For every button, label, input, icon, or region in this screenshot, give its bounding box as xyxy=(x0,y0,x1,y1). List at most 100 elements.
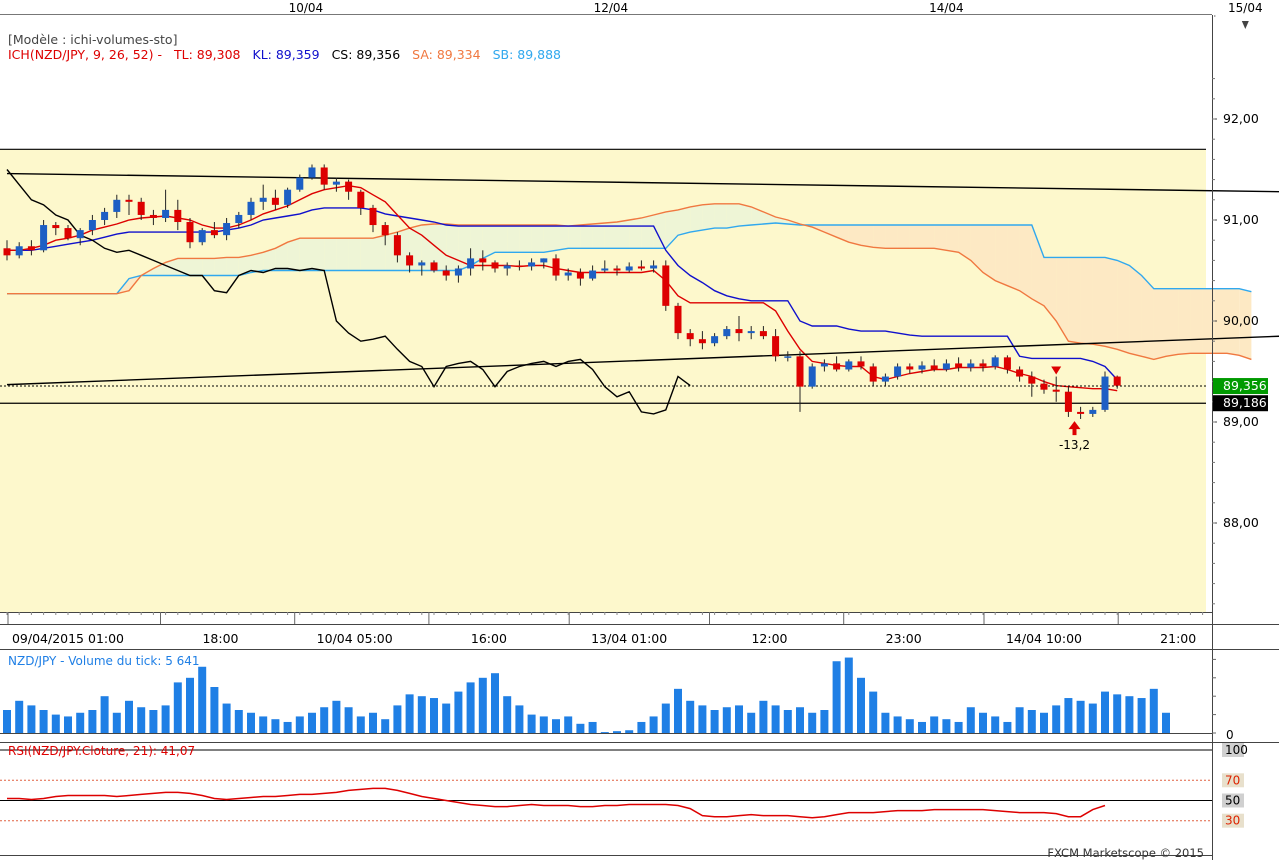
candle xyxy=(674,302,682,340)
candle xyxy=(711,333,719,347)
candle-body xyxy=(320,167,328,185)
price-tick-label: 92,00 xyxy=(1223,111,1259,126)
candle xyxy=(15,242,23,259)
cloud-segment xyxy=(1178,288,1191,355)
candle-body xyxy=(357,191,365,208)
candle xyxy=(357,189,365,215)
time-axis-label: 09/04/2015 01:00 xyxy=(12,631,124,646)
candle xyxy=(491,260,499,273)
cloud-segment xyxy=(507,225,520,253)
volume-bar xyxy=(1149,688,1158,733)
candle-body xyxy=(101,211,109,220)
trendlines[interactable] xyxy=(0,148,1279,404)
candle-body xyxy=(418,262,426,266)
rsi-label: RSI(NZD/JPY.Cloture, 21): 41,07 xyxy=(8,744,195,758)
volume-panel[interactable] xyxy=(0,649,1279,734)
candle-body xyxy=(686,333,694,340)
volume-bar xyxy=(979,712,987,733)
tenkan-value: TL: 89,308 xyxy=(173,47,241,62)
candle-body xyxy=(381,225,389,236)
footer-credit: FXCM Marketscope © 2015 xyxy=(1047,846,1204,860)
volume-bar xyxy=(308,712,316,733)
candle xyxy=(1016,366,1024,382)
cloud-segment xyxy=(238,255,251,276)
candle-body xyxy=(625,266,633,271)
volume-bar xyxy=(881,712,890,733)
cloud-segment xyxy=(1068,257,1081,344)
candle xyxy=(515,260,523,271)
cloud-segment xyxy=(1129,265,1142,357)
volume-bar xyxy=(649,716,658,733)
volume-bar xyxy=(613,731,621,733)
candle xyxy=(942,359,950,372)
candle-body xyxy=(930,365,938,370)
price-panel[interactable]: -13,2 xyxy=(0,15,1279,612)
candle xyxy=(1040,379,1048,394)
candle-body xyxy=(650,265,658,269)
price-tick-label: 90,00 xyxy=(1223,313,1259,328)
candle-body xyxy=(894,366,902,377)
candle-body xyxy=(406,255,414,266)
candle-body xyxy=(906,366,914,370)
candle-body xyxy=(857,361,865,367)
candle-body xyxy=(1052,389,1060,392)
volume-bar xyxy=(1027,710,1036,733)
candle-body xyxy=(1113,376,1121,386)
cloud-segment xyxy=(373,235,386,271)
volume-bar xyxy=(918,721,926,733)
cloud-segment xyxy=(1007,225,1020,291)
cloud-segment xyxy=(495,225,508,253)
volume-bar xyxy=(430,698,438,733)
volume-bar xyxy=(454,691,463,733)
candle xyxy=(40,220,48,253)
volume-bar xyxy=(369,712,377,733)
cloud-segment xyxy=(556,225,569,251)
rsi-panel[interactable]: 100 70 50 30 xyxy=(0,742,1279,856)
candle xyxy=(113,194,121,218)
candle xyxy=(1064,386,1072,417)
candle xyxy=(625,262,633,273)
cloud-segment xyxy=(702,203,715,231)
volume-bar xyxy=(857,677,865,733)
candle-body xyxy=(869,366,877,382)
candle-body xyxy=(674,305,682,334)
candle xyxy=(894,363,902,380)
candle-body xyxy=(1003,357,1011,370)
cloud-segment xyxy=(1117,260,1130,354)
cloud-segment xyxy=(519,225,532,253)
candle xyxy=(1101,371,1109,412)
candle-body xyxy=(564,272,572,276)
volume-bar xyxy=(466,682,475,733)
cloud-segment xyxy=(861,225,874,248)
volume-bar xyxy=(271,719,280,733)
volume-bar xyxy=(637,721,646,733)
candle-body xyxy=(369,207,377,226)
cloud-segment xyxy=(1166,288,1179,357)
candle xyxy=(406,252,414,273)
cloud-segment xyxy=(324,238,337,271)
price-axis: 92,00 91,00 90,00 89,00 88,00 89,356 89,186 xyxy=(1212,15,1268,860)
candle-body xyxy=(3,248,11,256)
candle xyxy=(210,222,218,239)
candle-body xyxy=(820,363,828,367)
trendline-upper xyxy=(6,172,1279,193)
volume-bar xyxy=(283,721,292,733)
cloud-segment xyxy=(531,225,544,253)
candle xyxy=(149,209,157,226)
cloud-segment xyxy=(360,238,373,271)
volume-bar xyxy=(198,666,207,733)
volume-bar xyxy=(1101,691,1109,733)
candle xyxy=(454,265,462,283)
volume-bar xyxy=(442,703,451,733)
volume-bar xyxy=(588,721,597,733)
candle xyxy=(881,373,889,387)
candle xyxy=(564,268,572,281)
cloud-segment xyxy=(1056,257,1069,342)
volume-bar xyxy=(112,712,121,733)
cloud-segment xyxy=(226,257,239,276)
candle xyxy=(479,250,487,271)
candle xyxy=(247,197,255,220)
candle xyxy=(125,194,133,215)
cloud-segment xyxy=(251,252,264,273)
